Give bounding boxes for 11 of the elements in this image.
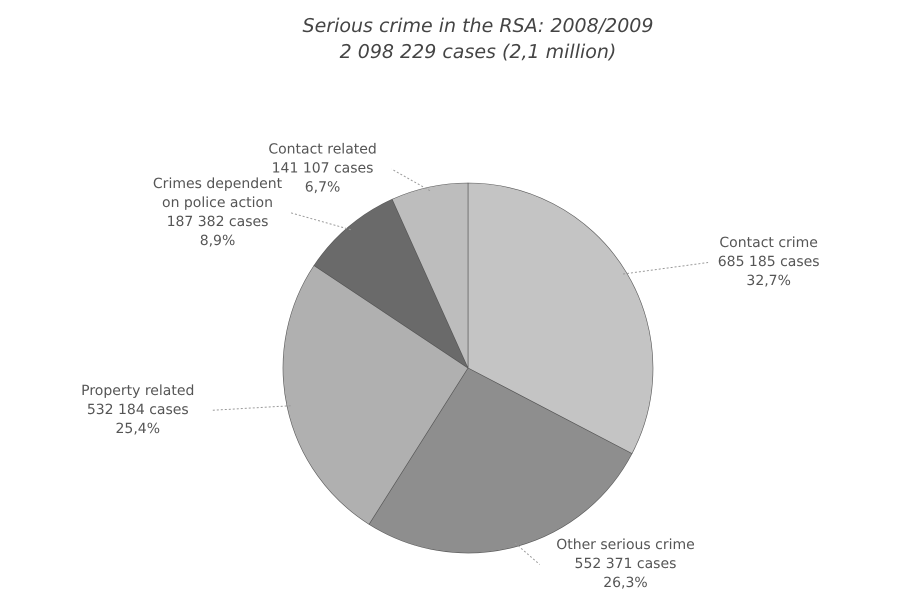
slice-label: Contact crime (719, 235, 818, 252)
slice-label: Crimes dependent on police action (152, 176, 283, 211)
slice-label: Contact related (268, 142, 377, 158)
data-label: 532 184 cases 25,4% (86, 402, 189, 437)
data-label: 552 371 cases 26,3% (574, 556, 676, 592)
data-label: 187 382 cases 8,9% (166, 214, 268, 249)
chart-title: Serious crime in the RSA: 2008/2009 (302, 15, 654, 37)
data-label: 685 185 cases 32,7% (718, 254, 820, 290)
chart-subtitle: 2 098 229 cases (2,1 million) (340, 41, 616, 63)
legend-label: Other serious crime (556, 537, 695, 554)
slice-label: Property related (81, 382, 194, 399)
